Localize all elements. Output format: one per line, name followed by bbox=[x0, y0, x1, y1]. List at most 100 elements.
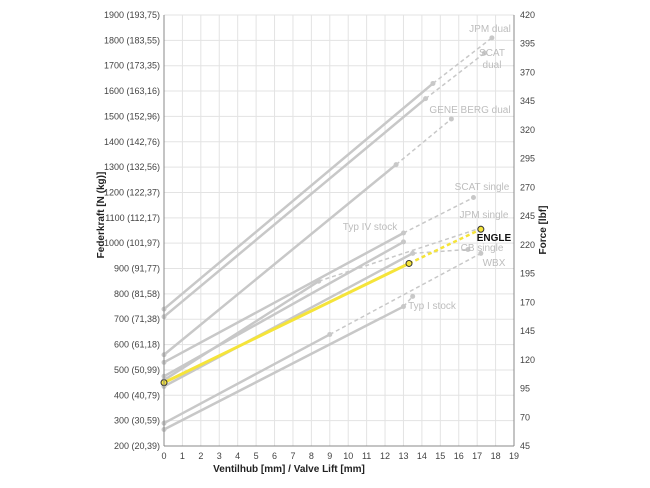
series-label: Typ IV stock bbox=[343, 222, 398, 233]
y-right-tick-label: 295 bbox=[520, 154, 535, 164]
series-dashed-extension bbox=[412, 248, 468, 255]
y-left-tick-label: 1300 (132,56) bbox=[104, 162, 160, 172]
y-left-tick-label: 200 (20,39) bbox=[114, 441, 160, 451]
series-point bbox=[316, 278, 322, 284]
series-point bbox=[423, 96, 429, 102]
y-right-tick-label: 220 bbox=[520, 240, 535, 250]
grid-layer bbox=[163, 14, 515, 447]
series-label: CB single bbox=[461, 243, 504, 254]
y-right-tick-label: 170 bbox=[520, 297, 535, 307]
series-dashed-extension bbox=[395, 118, 452, 166]
y-right-tick-label: 270 bbox=[520, 182, 535, 192]
series-label: Typ I stock bbox=[408, 301, 457, 312]
y-left-tick-label: 500 (50,99) bbox=[114, 365, 160, 375]
series-dashed-extension bbox=[432, 37, 493, 85]
series-label: SCAT single bbox=[455, 182, 510, 193]
y-axis-title-left: Federkraft [N (kg)] bbox=[96, 172, 107, 259]
x-tick-label: 0 bbox=[161, 451, 166, 461]
series-point bbox=[430, 80, 436, 86]
series-line bbox=[162, 97, 427, 318]
y-left-tick-label: 1100 (112,17) bbox=[105, 213, 160, 223]
series-point bbox=[477, 225, 485, 233]
x-tick-label: 7 bbox=[290, 451, 295, 461]
series-label: JPM single bbox=[460, 210, 509, 221]
y-right-tick-label: 395 bbox=[520, 39, 535, 49]
y-right-tick-label: 70 bbox=[520, 412, 530, 422]
series-point bbox=[465, 247, 471, 253]
y-right-tick-label: 245 bbox=[520, 211, 535, 221]
series-point bbox=[410, 250, 416, 256]
y-left-tick-label: 600 (61,18) bbox=[114, 340, 160, 350]
series-line bbox=[162, 82, 435, 311]
series-line bbox=[162, 279, 320, 382]
y-right-tick-label: 345 bbox=[520, 96, 535, 106]
axis-layer: 200 (20,39) 300 (30,59) 400 (40,79) 500 (50… bbox=[104, 10, 535, 461]
series-point bbox=[489, 35, 495, 41]
series-label: dual bbox=[483, 60, 502, 71]
y-left-tick-label: 1700 (173,35) bbox=[104, 61, 160, 71]
y-left-tick-label: 800 (81,58) bbox=[114, 289, 160, 299]
x-tick-label: 8 bbox=[309, 451, 314, 461]
x-tick-label: 12 bbox=[380, 451, 390, 461]
series-point bbox=[482, 50, 488, 56]
y-left-tick-label: 1000 (101,97) bbox=[104, 238, 160, 248]
series-point bbox=[410, 293, 416, 299]
series-point bbox=[448, 116, 454, 122]
x-tick-label: 16 bbox=[454, 451, 464, 461]
x-tick-label: 15 bbox=[435, 451, 445, 461]
series-line bbox=[162, 333, 332, 425]
y-left-tick-label: 400 (40,79) bbox=[114, 390, 160, 400]
y-left-tick-label: 700 (71,38) bbox=[114, 314, 160, 324]
y-left-tick-label: 1600 (163,16) bbox=[104, 86, 160, 96]
series-point bbox=[393, 162, 399, 168]
series-point bbox=[327, 331, 333, 337]
x-tick-label: 4 bbox=[235, 451, 240, 461]
series-point bbox=[400, 230, 406, 236]
x-axis-title: Ventilhub [mm] / Valve Lift [mm] bbox=[213, 464, 365, 475]
series-line bbox=[162, 252, 414, 388]
series-point bbox=[400, 239, 406, 245]
x-tick-label: 2 bbox=[198, 451, 203, 461]
series-dashed-extension bbox=[403, 196, 474, 234]
x-tick-label: 6 bbox=[272, 451, 277, 461]
y-axis-title-right: Force [lbf] bbox=[538, 206, 549, 255]
series-label: SCAT bbox=[479, 48, 505, 59]
series-layer bbox=[160, 35, 495, 433]
series-dashed-extension bbox=[329, 252, 482, 336]
series-point bbox=[478, 250, 484, 256]
series-point bbox=[400, 304, 406, 310]
series-point bbox=[405, 259, 413, 267]
y-left-tick-label: 300 (30,59) bbox=[114, 416, 160, 426]
series-dashed-extension bbox=[408, 228, 482, 265]
x-tick-label: 17 bbox=[472, 451, 482, 461]
x-tick-label: 11 bbox=[362, 451, 371, 461]
y-left-tick-label: 1800 (183,55) bbox=[104, 35, 160, 45]
x-tick-label: 19 bbox=[509, 451, 519, 461]
series-point bbox=[470, 195, 476, 201]
x-tick-label: 13 bbox=[398, 451, 408, 461]
x-tick-label: 10 bbox=[343, 451, 353, 461]
y-right-tick-label: 45 bbox=[520, 441, 530, 451]
series-label: WBX bbox=[483, 258, 506, 269]
y-left-tick-label: 1200 (122,37) bbox=[104, 187, 160, 197]
x-tick-label: 5 bbox=[254, 451, 259, 461]
y-left-tick-label: 900 (91,77) bbox=[114, 264, 160, 274]
series-dashed-extension bbox=[318, 227, 482, 282]
y-left-tick-label: 1900 (193,75) bbox=[104, 10, 160, 20]
series-line bbox=[162, 231, 405, 364]
y-right-tick-label: 120 bbox=[520, 355, 535, 365]
y-left-tick-label: 1400 (142,76) bbox=[104, 137, 160, 147]
series-line bbox=[162, 261, 411, 385]
x-tick-label: 9 bbox=[327, 451, 332, 461]
y-right-tick-label: 145 bbox=[520, 326, 535, 336]
y-right-tick-label: 320 bbox=[520, 125, 535, 135]
series-label: GENE BERG dual bbox=[429, 105, 510, 116]
series-label: ENGLE bbox=[477, 233, 512, 244]
x-tick-label: 14 bbox=[417, 451, 427, 461]
series-label: JPM dual bbox=[469, 24, 511, 35]
y-right-tick-label: 420 bbox=[520, 10, 535, 20]
series-dashed-extension bbox=[425, 52, 485, 100]
